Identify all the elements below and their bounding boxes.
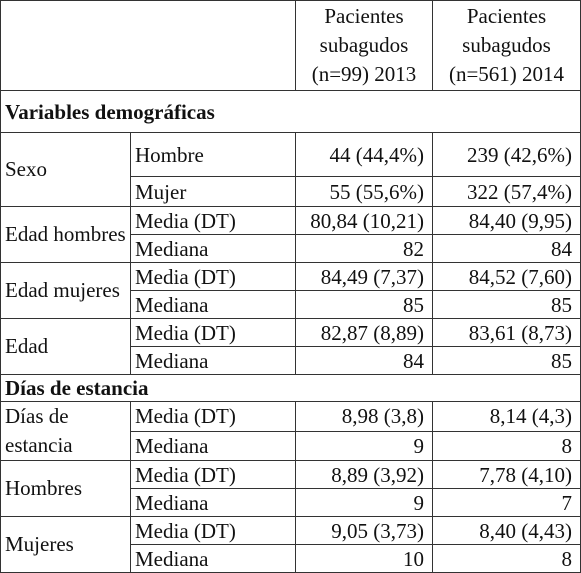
value-cell: 84,40 (9,95): [432, 206, 581, 235]
value-cell: 9,05 (3,73): [295, 516, 433, 545]
data-row: Mujer 55 (55,6%) 322 (57,4%): [1, 176, 581, 207]
value-cell: 44 (44,4%): [295, 132, 433, 177]
data-row: Mediana 85 85: [1, 290, 581, 319]
value-cell: 9: [295, 430, 433, 461]
value-cell: 8: [432, 544, 581, 573]
value-cell: 8,40 (4,43): [432, 516, 581, 545]
value-cell: 239 (42,6%): [432, 132, 581, 177]
stat-label: Media (DT): [130, 206, 296, 235]
section-title: Variables demográficas: [0, 90, 581, 133]
data-row: Edad Media (DT) 82,87 (8,89) 83,61 (8,73): [0, 318, 581, 375]
value-cell: 8: [432, 430, 581, 461]
stat-label: Mediana: [130, 430, 296, 461]
section-title: Días de estancia: [0, 374, 581, 402]
value-cell: 9: [295, 488, 433, 517]
stat-label: Mediana: [130, 544, 296, 573]
data-row: Mujeres Media (DT) 9,05 (3,73) 8,40 (4,43): [0, 516, 581, 573]
value-cell: 85: [432, 346, 581, 375]
value-cell: 85: [432, 290, 581, 319]
value-cell: 83,61 (8,73): [432, 318, 581, 347]
column-header: Pacientes subagudos (n=561) 2014: [432, 0, 581, 91]
value-cell: 8,98 (3,8): [295, 401, 433, 432]
stat-label: Media (DT): [130, 516, 296, 545]
value-cell: 84: [295, 346, 433, 375]
stat-label: Media (DT): [130, 460, 296, 489]
data-row: Días de estancia Media (DT) 8,98 (3,8) 8,14…: [0, 401, 581, 461]
group-label: Mujeres: [0, 516, 131, 573]
empty-cell: [0, 0, 296, 91]
stat-label: Media (DT): [130, 318, 296, 347]
value-cell: 8,89 (3,92): [295, 460, 433, 489]
group-label: Sexo: [0, 132, 131, 207]
stat-label: Media (DT): [130, 401, 296, 432]
group-label: Edad mujeres: [0, 262, 131, 319]
data-row: Edad mujeres Media (DT) 84,49 (7,37) 84,52 …: [0, 262, 581, 319]
value-cell: 84: [432, 234, 581, 263]
value-cell: 10: [295, 544, 433, 573]
header-line: Pacientes: [466, 4, 547, 28]
data-row: Edad hombres Media (DT) 80,84 (10,21) 84,40…: [0, 206, 581, 263]
stat-label: Mediana: [130, 488, 296, 517]
value-cell: 82,87 (8,89): [295, 318, 433, 347]
column-header: Pacientes subagudos (n=99) 2013: [295, 0, 433, 91]
section-row: Variables demográficas: [0, 90, 581, 133]
value-cell: 85: [295, 290, 433, 319]
data-row: Hombres Media (DT) 8,89 (3,92) 7,78 (4,10): [0, 460, 581, 517]
group-label: Edad hombres: [0, 206, 131, 263]
value-cell: 322 (57,4%): [432, 176, 581, 207]
header-line: subagudos: [462, 33, 551, 57]
data-row: Sexo Hombre 44 (44,4%) 239 (42,6%): [0, 132, 581, 207]
section-row: Días de estancia: [0, 374, 581, 402]
header-line: (n=561) 2014: [448, 62, 565, 86]
value-cell: 8,14 (4,3): [432, 401, 581, 432]
stat-label: Hombre: [130, 132, 296, 177]
header-row: Pacientes subagudos (n=99) 2013 Pacientes su…: [0, 0, 581, 91]
value-cell: 84,49 (7,37): [295, 262, 433, 291]
group-label: Hombres: [0, 460, 131, 517]
value-cell: 84,52 (7,60): [432, 262, 581, 291]
value-cell: 82: [295, 234, 433, 263]
stat-label: Mediana: [130, 234, 296, 263]
stat-label: Mediana: [130, 290, 296, 319]
value-cell: 55 (55,6%): [295, 176, 433, 207]
value-cell: 7,78 (4,10): [432, 460, 581, 489]
data-row: Mediana 9 7: [1, 488, 581, 517]
group-label: Días de estancia: [0, 401, 131, 461]
stat-label: Mujer: [130, 176, 296, 207]
value-cell: 7: [432, 488, 581, 517]
header-line: subagudos: [319, 33, 409, 57]
stat-label: Media (DT): [130, 262, 296, 291]
group-label: Edad: [0, 318, 131, 375]
header-line: (n=99) 2013: [311, 62, 417, 86]
data-row: Mediana 9 8: [1, 430, 581, 461]
stat-label: Mediana: [130, 346, 296, 375]
value-cell: 80,84 (10,21): [295, 206, 433, 235]
header-line: Pacientes: [324, 4, 404, 28]
data-row: Mediana 84 85: [1, 346, 581, 375]
